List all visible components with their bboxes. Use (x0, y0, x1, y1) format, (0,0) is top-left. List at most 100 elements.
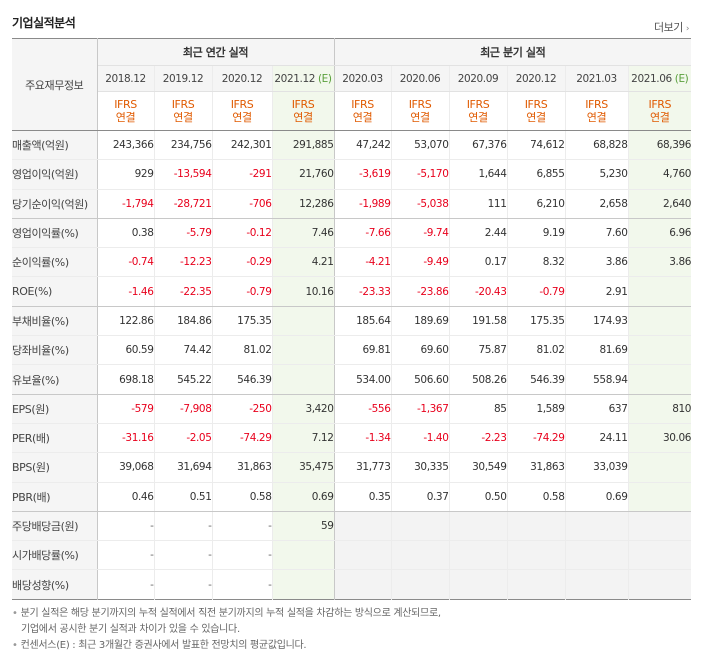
table-cell (271, 364, 334, 395)
table-cell: 243,366 (97, 130, 154, 161)
table-cell: 291,885 (271, 130, 334, 161)
table-cell: -1,367 (390, 394, 449, 424)
table-cell: -1,794 (97, 189, 154, 219)
table-cell: 1,589 (506, 394, 565, 424)
row-label: EPS(원) (12, 394, 98, 424)
table-cell: -23.86 (390, 276, 449, 307)
table-cell: 637 (564, 394, 628, 424)
table-cell: 508.26 (448, 364, 507, 395)
table-cell: 0.38 (97, 218, 154, 249)
table-cell: -74.29 (506, 423, 565, 454)
table-cell: 0.51 (153, 482, 212, 512)
table-cell: 174.93 (564, 306, 628, 337)
more-label[interactable]: 더보기 (654, 21, 683, 34)
table-cell: 81.02 (506, 335, 565, 366)
table-cell: -250 (211, 394, 272, 424)
table-cell: 68,396 (627, 130, 692, 161)
row-label: 순이익률(%) (12, 247, 98, 278)
table-cell: -9.49 (390, 247, 449, 278)
footnotes: • 분기 실적은 해당 분기까지의 누적 실적에서 직전 분기까지의 누적 실적을… (12, 606, 692, 654)
table-row: 당좌비율(%) 60.59 74.42 81.02 69.81 69.60 75.87 81.… (12, 335, 692, 366)
table-cell: 53,070 (390, 130, 449, 161)
table-cell (448, 540, 507, 571)
table-cell: 2,640 (627, 189, 692, 219)
table-cell: 0.50 (448, 482, 507, 512)
table-row: 주당배당금(원) - - -59 (12, 511, 692, 542)
table-cell: -74.29 (211, 423, 272, 454)
table-cell: - (150, 578, 154, 591)
row-label: 주당배당금(원) (12, 511, 98, 542)
table-row: PBR(배) 0.46 0.51 0.58 0.69 0.35 0.37 0.50 0.58 0.… (12, 482, 692, 512)
table-cell: 189.69 (390, 306, 449, 337)
row-label-header: 주요재무정보 (12, 38, 98, 131)
accounting-standard: IFRS 연결 (271, 91, 334, 131)
table-cell: 75.87 (448, 335, 507, 366)
row-label: BPS(원) (12, 452, 98, 483)
table-cell: -12.23 (153, 247, 212, 278)
more-link[interactable]: 더보기 › (654, 19, 690, 35)
table-cell: 234,756 (153, 130, 212, 161)
table-cell: 0.69 (564, 482, 628, 512)
table-cell: -0.79 (211, 276, 272, 307)
table-cell: - (97, 540, 154, 571)
table-cell: 506.60 (390, 364, 449, 395)
table-cell: 6,855 (506, 159, 565, 190)
row-label: 당좌비율(%) (12, 335, 98, 366)
table-cell: 67,376 (448, 130, 507, 161)
period-header: 2020.06 (390, 65, 449, 92)
row-label: 매출액(억원) (12, 130, 98, 161)
table-cell: 33,039 (564, 452, 628, 483)
row-label: 유보율(%) (12, 364, 98, 395)
table-cell: 929 (97, 159, 154, 190)
table-cell: 175.35 (506, 306, 565, 337)
row-label: 영업이익률(%) (12, 218, 98, 249)
accounting-standard: IFRS 연결 (390, 91, 449, 131)
table-cell: -20.43 (448, 276, 507, 307)
table-cell (506, 511, 565, 542)
table-cell: 31,863 (506, 452, 565, 483)
table-cell: -291 (211, 159, 272, 190)
table-cell: 175.35 (211, 306, 272, 337)
table-row: PER(배) -31.16 -2.05 -74.29 7.12 -1.34 -1.40 -2.… (12, 423, 692, 454)
table-cell: -5,170 (390, 159, 449, 190)
table-cell: -22.35 (153, 276, 212, 307)
table-cell (271, 540, 334, 571)
table-cell (333, 540, 391, 571)
table-cell: 0.69 (271, 482, 334, 512)
table-row: ROE(%) -1.46 -22.35 -0.79 10.16 -23.33 -23.86-… (12, 276, 692, 307)
table-cell: 69.81 (333, 335, 391, 366)
table-row: EPS(원) -579 -7,908 -250 3,420 -556 -1,367 85 1,5… (12, 394, 692, 424)
table-body: 매출액(억원) 243,366 234,756 242,301 291,885 47,24… (12, 130, 692, 600)
table-cell: 122.86 (97, 306, 154, 337)
table-cell: 184.86 (153, 306, 212, 337)
row-label: 당기순이익(억원) (12, 189, 98, 219)
accounting-standard: IFRS 연결 (448, 91, 507, 131)
table-cell: -1.46 (97, 276, 154, 307)
table-cell: -7.66 (333, 218, 391, 249)
table-cell: 68,828 (564, 130, 628, 161)
table-cell: 4.21 (271, 247, 334, 278)
table-cell (448, 569, 507, 600)
table-cell: 185.64 (333, 306, 391, 337)
table-cell: 74,612 (506, 130, 565, 161)
table-cell: 0.58 (506, 482, 565, 512)
accounting-standard: IFRS 연결 (153, 91, 212, 131)
table-cell: -556 (333, 394, 391, 424)
table-cell: 810 (627, 394, 692, 424)
table-cell: 24.11 (564, 423, 628, 454)
table-cell: -4.21 (333, 247, 391, 278)
table-row: 영업이익(억원) 929 -13,594 -291 21,760 -3,619 -5,170… (12, 159, 692, 190)
table-cell: 30.06 (627, 423, 692, 454)
footnote-2: • 컨센서스(E) : 최근 3개월간 증권사에서 발표한 전망치의 평균값입니다… (12, 640, 307, 651)
table-cell (271, 335, 334, 366)
table-cell: 85 (448, 394, 507, 424)
table-cell: 7.46 (271, 218, 334, 249)
period-header: 2020.12 (506, 65, 565, 92)
table-cell: 545.22 (153, 364, 212, 395)
table-cell: 12,286 (271, 189, 334, 219)
table-cell: -0.29 (211, 247, 272, 278)
accounting-standard: IFRS 연결 (506, 91, 565, 131)
table-cell: 7.12 (271, 423, 334, 454)
table-row: 순이익률(%) -0.74 -12.23 -0.29 4.21 -4.21 -9.49 0.1… (12, 247, 692, 278)
table-cell (271, 569, 334, 600)
